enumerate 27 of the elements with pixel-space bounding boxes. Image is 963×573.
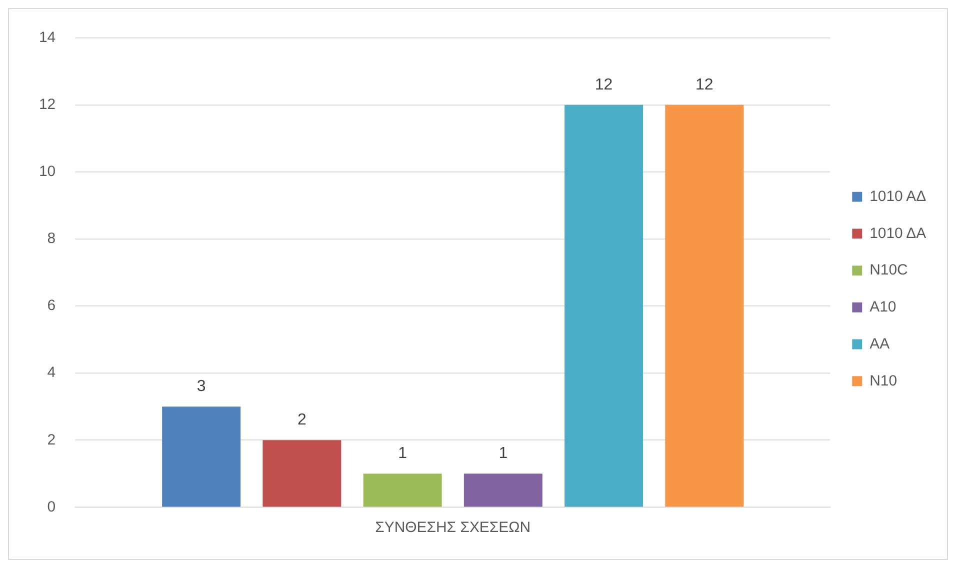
y-tick-label: 4 bbox=[47, 364, 56, 382]
bar bbox=[464, 474, 542, 507]
legend-label: 1010 ΑΔ bbox=[870, 188, 926, 205]
x-tick-label: ΣΥΝΘΕΣΗΣ ΣΧΕΣΕΩΝ bbox=[375, 519, 531, 536]
y-tick-label: 12 bbox=[38, 96, 56, 114]
y-tick-label: 0 bbox=[47, 498, 56, 516]
legend-label: 1010 ΔΑ bbox=[870, 224, 926, 242]
y-tick-label: 8 bbox=[47, 230, 56, 248]
bar bbox=[363, 474, 442, 507]
data-label: 3 bbox=[196, 378, 206, 396]
bar bbox=[564, 104, 644, 507]
data-label: 1 bbox=[398, 445, 408, 462]
data-label: 2 bbox=[297, 412, 306, 429]
y-tick-label: 6 bbox=[47, 297, 56, 314]
legend-label: AA bbox=[870, 335, 890, 352]
legend-label: N10C bbox=[870, 262, 908, 279]
bar bbox=[162, 406, 241, 507]
data-label: 12 bbox=[594, 76, 613, 94]
data-label: 1 bbox=[498, 445, 508, 462]
bar bbox=[262, 440, 342, 507]
data-label: 12 bbox=[696, 76, 714, 94]
bar bbox=[665, 104, 744, 507]
legend-label: N10 bbox=[870, 372, 898, 390]
y-tick-label: 2 bbox=[47, 431, 56, 448]
y-tick-label: 10 bbox=[38, 163, 56, 180]
legend-label: A10 bbox=[870, 298, 896, 316]
y-tick-label: 14 bbox=[38, 29, 56, 46]
